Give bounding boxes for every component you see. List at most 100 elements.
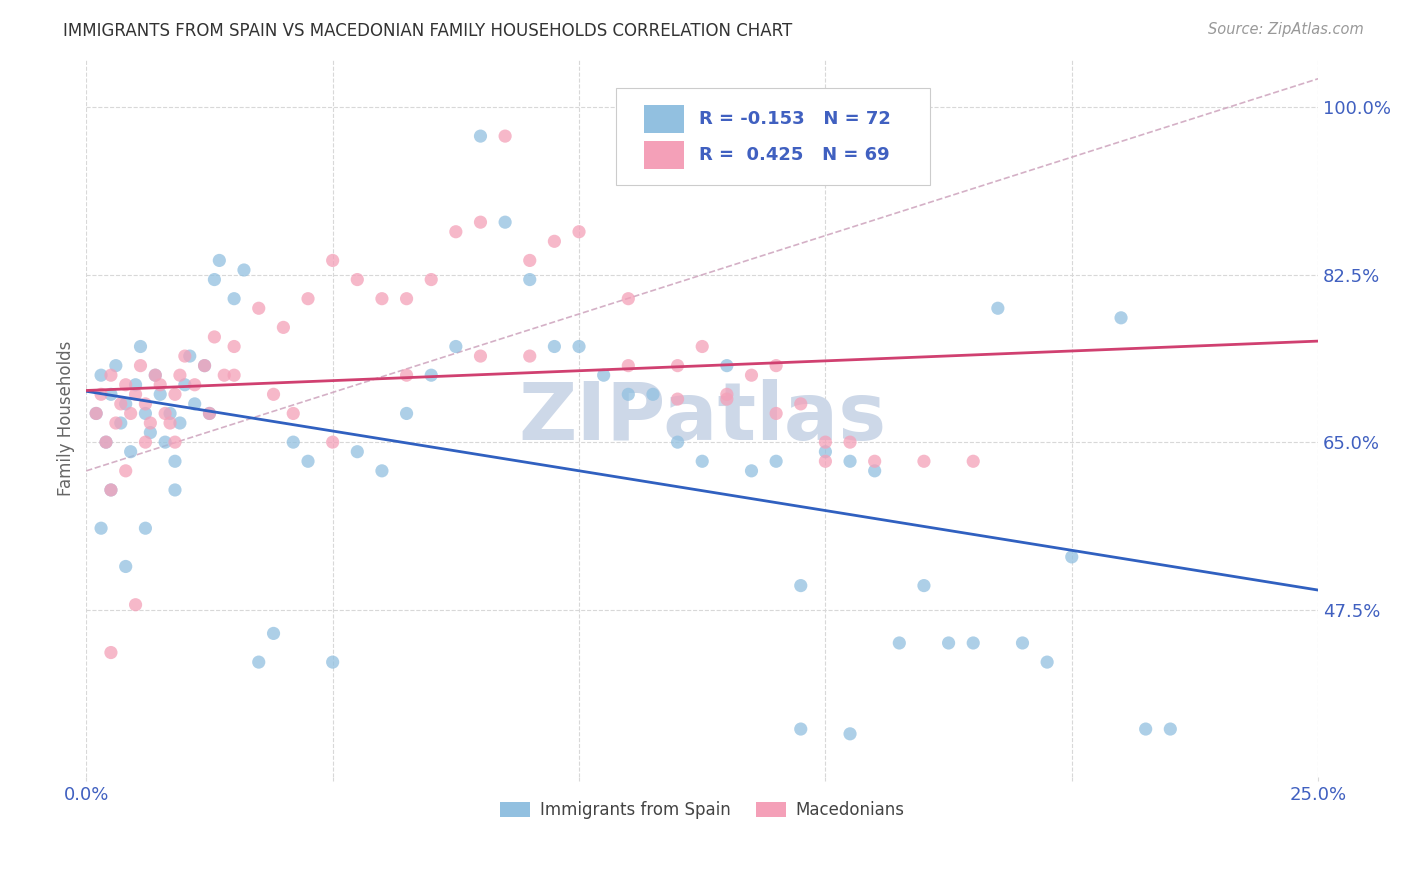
Point bbox=[94, 435, 117, 450]
Point bbox=[198, 407, 221, 421]
Point bbox=[863, 464, 886, 478]
Point bbox=[814, 444, 837, 458]
Point bbox=[765, 454, 787, 468]
Point bbox=[120, 444, 142, 458]
Point bbox=[962, 454, 984, 468]
Point bbox=[129, 359, 152, 373]
Point bbox=[1135, 722, 1157, 736]
Text: R = -0.153   N = 72: R = -0.153 N = 72 bbox=[699, 110, 890, 128]
Point bbox=[889, 636, 911, 650]
Point bbox=[470, 349, 492, 363]
Point bbox=[740, 464, 762, 478]
Point bbox=[1011, 636, 1033, 650]
Point bbox=[100, 483, 122, 497]
Point bbox=[690, 339, 713, 353]
Point bbox=[716, 359, 738, 373]
Point bbox=[322, 435, 344, 450]
Point bbox=[322, 253, 344, 268]
Point bbox=[143, 368, 166, 383]
Point bbox=[163, 454, 186, 468]
Point bbox=[543, 235, 565, 249]
Point bbox=[163, 483, 186, 497]
Point bbox=[716, 392, 738, 406]
Point bbox=[839, 435, 862, 450]
Point bbox=[519, 349, 541, 363]
Point bbox=[224, 292, 246, 306]
Point bbox=[100, 483, 122, 497]
Point bbox=[814, 435, 837, 450]
Point bbox=[124, 598, 146, 612]
Point bbox=[134, 407, 156, 421]
Point bbox=[247, 655, 270, 669]
Point bbox=[114, 464, 136, 478]
Point bbox=[322, 655, 344, 669]
Text: ZIPatlas: ZIPatlas bbox=[517, 379, 886, 458]
Point bbox=[420, 272, 443, 286]
Point bbox=[395, 407, 418, 421]
Point bbox=[273, 320, 295, 334]
Point bbox=[395, 368, 418, 383]
Point bbox=[149, 387, 172, 401]
Point bbox=[912, 454, 935, 468]
Point bbox=[193, 359, 215, 373]
Point bbox=[1159, 722, 1181, 736]
Point bbox=[863, 454, 886, 468]
Point bbox=[143, 368, 166, 383]
Point bbox=[420, 368, 443, 383]
Point bbox=[84, 407, 107, 421]
Point bbox=[617, 387, 640, 401]
Point bbox=[114, 377, 136, 392]
Point bbox=[592, 368, 614, 383]
Point bbox=[519, 253, 541, 268]
Point bbox=[568, 225, 591, 239]
Point bbox=[444, 339, 467, 353]
Point bbox=[193, 359, 215, 373]
Point bbox=[346, 444, 368, 458]
Point bbox=[124, 377, 146, 392]
Point bbox=[104, 359, 127, 373]
Point bbox=[114, 559, 136, 574]
Point bbox=[100, 368, 122, 383]
Point bbox=[139, 425, 162, 440]
Point bbox=[183, 397, 205, 411]
Point bbox=[224, 339, 246, 353]
Point bbox=[134, 435, 156, 450]
Point bbox=[94, 435, 117, 450]
Point bbox=[198, 407, 221, 421]
Point bbox=[395, 292, 418, 306]
Point bbox=[297, 454, 319, 468]
Point bbox=[371, 464, 394, 478]
Point bbox=[1109, 310, 1132, 325]
Point bbox=[139, 416, 162, 430]
Point bbox=[214, 368, 236, 383]
FancyBboxPatch shape bbox=[644, 104, 683, 134]
Point bbox=[371, 292, 394, 306]
Point bbox=[159, 407, 181, 421]
Point bbox=[134, 397, 156, 411]
Point bbox=[740, 368, 762, 383]
Point bbox=[163, 435, 186, 450]
Point bbox=[568, 339, 591, 353]
Point bbox=[494, 215, 516, 229]
Point bbox=[912, 578, 935, 592]
Legend: Immigrants from Spain, Macedonians: Immigrants from Spain, Macedonians bbox=[494, 795, 911, 826]
Point bbox=[129, 339, 152, 353]
Point bbox=[263, 626, 285, 640]
Point bbox=[470, 129, 492, 144]
Point bbox=[1060, 549, 1083, 564]
Point bbox=[641, 387, 664, 401]
Point bbox=[283, 435, 305, 450]
Point bbox=[173, 349, 195, 363]
Point bbox=[90, 368, 112, 383]
FancyBboxPatch shape bbox=[644, 141, 683, 169]
Point bbox=[159, 416, 181, 430]
Point bbox=[617, 359, 640, 373]
Point bbox=[1036, 655, 1059, 669]
Point bbox=[283, 407, 305, 421]
Point bbox=[790, 397, 813, 411]
Y-axis label: Family Households: Family Households bbox=[58, 341, 75, 496]
Point bbox=[543, 339, 565, 353]
Point bbox=[149, 377, 172, 392]
Point bbox=[470, 215, 492, 229]
Point bbox=[110, 397, 132, 411]
